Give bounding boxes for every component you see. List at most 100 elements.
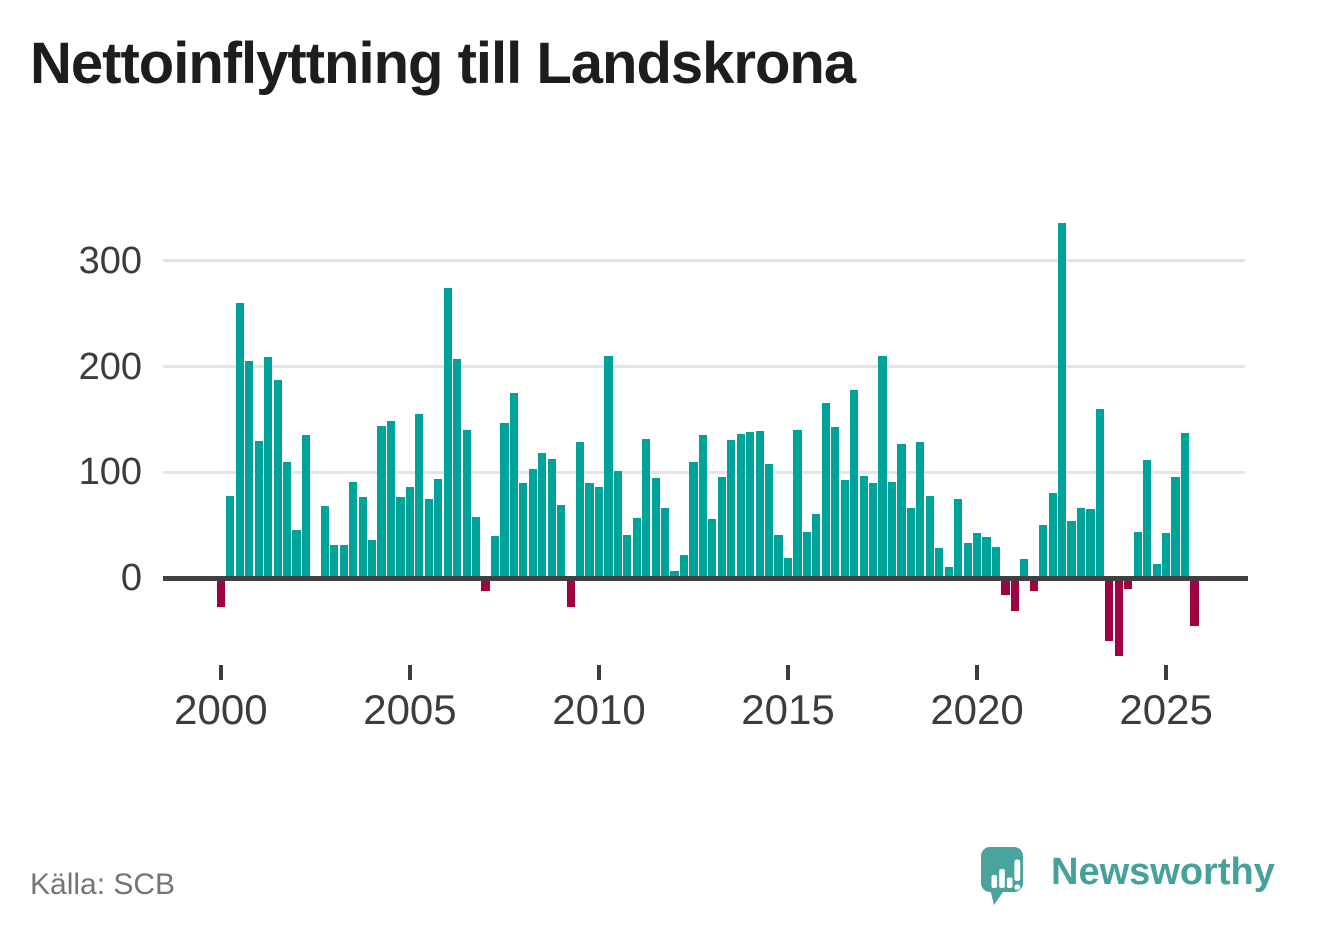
bar-positive (783, 557, 793, 578)
bar-positive (547, 458, 556, 578)
bar-positive (651, 477, 660, 578)
bar-positive (982, 536, 991, 578)
bar-positive (453, 359, 462, 578)
bar-positive (490, 535, 500, 578)
bar-negative (216, 580, 225, 607)
bar-positive (897, 443, 906, 578)
bar-positive (575, 441, 585, 578)
bar-positive (887, 481, 897, 578)
gridline-300 (163, 259, 1245, 263)
bar-positive (1133, 531, 1142, 578)
bar-positive (415, 414, 424, 578)
bar-positive (613, 471, 622, 578)
bar-positive (698, 435, 708, 578)
x-tick-mark (218, 665, 223, 680)
bar-positive (812, 513, 821, 578)
x-tick-label: 2015 (741, 686, 835, 733)
bar-positive (273, 380, 282, 578)
bar-positive (1058, 222, 1067, 578)
bar-positive (765, 463, 774, 578)
y-tick-label: 200 (78, 345, 142, 388)
chart-title: Nettoinflyttning till Landskrona (30, 31, 856, 96)
bar-negative (1190, 580, 1199, 626)
x-axis-line (163, 575, 1248, 581)
bar-positive (538, 453, 547, 578)
bar-positive (991, 547, 1001, 578)
bar-negative (566, 580, 575, 607)
bar-positive (944, 567, 953, 578)
bar-positive (1020, 558, 1029, 578)
bar-positive (1171, 476, 1180, 578)
bar-positive (689, 461, 698, 578)
bar-positive (443, 288, 452, 578)
bar-positive (594, 487, 604, 578)
bar-positive (831, 426, 840, 578)
x-tick-mark (1164, 665, 1169, 680)
bar-positive (1086, 509, 1095, 578)
bar-positive (727, 439, 736, 578)
bar-positive (1095, 408, 1105, 578)
bar-positive (301, 435, 311, 578)
x-tick-label: 2000 (174, 686, 268, 733)
bar-positive (1039, 525, 1048, 578)
bar-positive (1143, 459, 1152, 578)
bar-positive (717, 476, 726, 578)
bar-positive (642, 438, 651, 578)
bar-positive (254, 440, 263, 578)
gridline-200 (163, 365, 1245, 369)
bar-positive (330, 545, 339, 578)
bar-positive (1180, 433, 1190, 578)
bar-positive (916, 441, 925, 578)
bar-positive (245, 361, 254, 578)
x-tick-mark (407, 665, 412, 680)
x-tick-mark (596, 665, 601, 680)
bar-negative (1010, 580, 1019, 612)
bar-positive (840, 479, 849, 578)
bar-positive (264, 357, 273, 578)
bar-negative (1114, 580, 1123, 656)
y-tick-label: 100 (78, 451, 142, 494)
bar-positive (349, 481, 358, 578)
bar-positive (386, 420, 396, 578)
bar-positive (235, 303, 244, 578)
bar-positive (1067, 520, 1076, 578)
bar-negative (1124, 580, 1133, 589)
bar-positive (963, 543, 972, 578)
bar-positive (972, 532, 982, 578)
source-caption: Källa: SCB (30, 868, 176, 901)
bar-positive (528, 469, 537, 578)
bar-positive (519, 482, 528, 578)
bar-positive (925, 495, 934, 578)
bar-positive (746, 432, 755, 578)
bar-positive (509, 393, 518, 578)
bar-positive (708, 518, 717, 578)
x-tick-label: 2020 (930, 686, 1024, 733)
bar-negative (1001, 580, 1010, 596)
x-tick-label: 2010 (552, 686, 646, 733)
bar-positive (821, 402, 830, 578)
bar-negative (481, 580, 490, 592)
bar-positive (954, 498, 963, 578)
bar-positive (906, 508, 915, 578)
bar-positive (1048, 493, 1057, 578)
newsworthy-logo: Newsworthy (981, 847, 1301, 917)
bar-positive (358, 496, 367, 578)
bar-positive (585, 482, 594, 578)
bar-positive (632, 517, 641, 578)
bar-positive (472, 516, 481, 578)
bar-positive (1162, 532, 1171, 578)
bar-positive (557, 505, 566, 578)
bar-positive (377, 425, 386, 578)
bar-positive (396, 496, 405, 578)
bar-positive (462, 430, 471, 578)
bar-positive (434, 478, 443, 578)
newsworthy-logo-icon (981, 847, 1023, 905)
y-tick-label: 0 (120, 557, 142, 599)
bar-positive (774, 534, 783, 578)
bar-positive (850, 389, 859, 578)
bar-positive (679, 554, 689, 578)
bar-positive (868, 482, 878, 578)
bar-positive (935, 548, 944, 578)
bar-positive (859, 475, 868, 578)
